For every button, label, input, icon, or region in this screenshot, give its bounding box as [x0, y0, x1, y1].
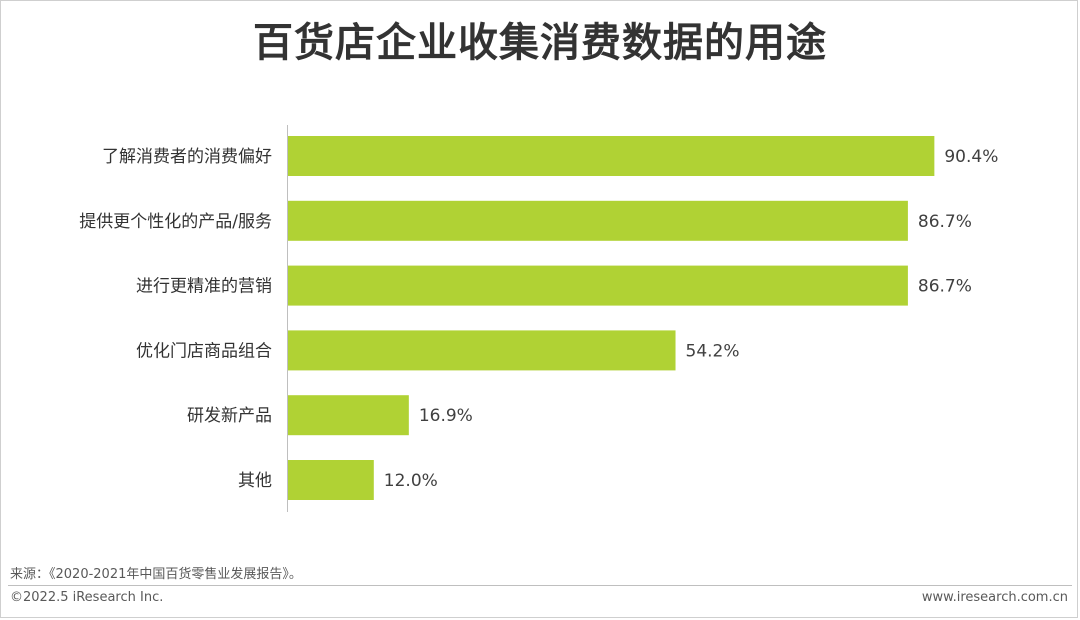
bar-1	[288, 200, 908, 241]
category-label-2: 进行更精准的营销	[136, 277, 272, 297]
value-label-5: 12.0%	[384, 471, 438, 491]
value-label-1: 86.7%	[918, 212, 972, 232]
category-label-3: 优化门店商品组合	[136, 341, 272, 361]
category-label-0: 了解消费者的消费偏好	[102, 147, 272, 167]
value-label-4: 16.9%	[419, 406, 473, 426]
source-note: 来源：《2020-2021年中国百货零售业发展报告》。	[10, 567, 302, 582]
bar-3	[288, 330, 676, 371]
bar-5	[288, 460, 374, 500]
copyright-text: ©2022.5 iResearch Inc.	[10, 590, 164, 605]
bar-2	[288, 265, 908, 306]
footer-divider	[8, 585, 1072, 586]
category-label-5: 其他	[238, 471, 272, 491]
chart-title: 百货店企业收集消费数据的用途	[253, 20, 827, 66]
category-label-4: 研发新产品	[187, 406, 272, 426]
value-label-0: 90.4%	[944, 147, 998, 167]
value-label-3: 54.2%	[686, 341, 740, 361]
website-link[interactable]: www.iresearch.com.cn	[921, 590, 1068, 605]
bars-layer: 了解消费者的消费偏好 90.4% 提供更个性化的产品/服务 86.7% 进行更精准的营销…	[79, 136, 998, 500]
bar-0	[288, 136, 935, 176]
value-label-2: 86.7%	[918, 277, 972, 297]
category-label-1: 提供更个性化的产品/服务	[79, 212, 272, 232]
bar-chart: 了解消费者的消费偏好 90.4% 提供更个性化的产品/服务 86.7% 进行更精准的营销…	[79, 125, 998, 512]
bar-4	[288, 395, 409, 436]
